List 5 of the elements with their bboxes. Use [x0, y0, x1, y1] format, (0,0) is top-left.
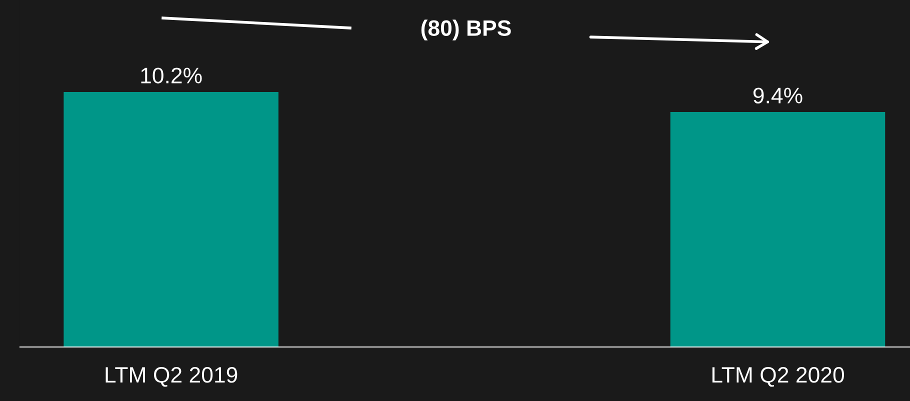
- x-tick-label: LTM Q2 2020: [712, 367, 844, 387]
- text: (80) BPS: [421, 20, 511, 40]
- data-label: 9.4%: [753, 88, 802, 104]
- x-tick-label: LTM Q2 2019: [106, 367, 238, 387]
- data-label: 10.2%: [141, 68, 202, 84]
